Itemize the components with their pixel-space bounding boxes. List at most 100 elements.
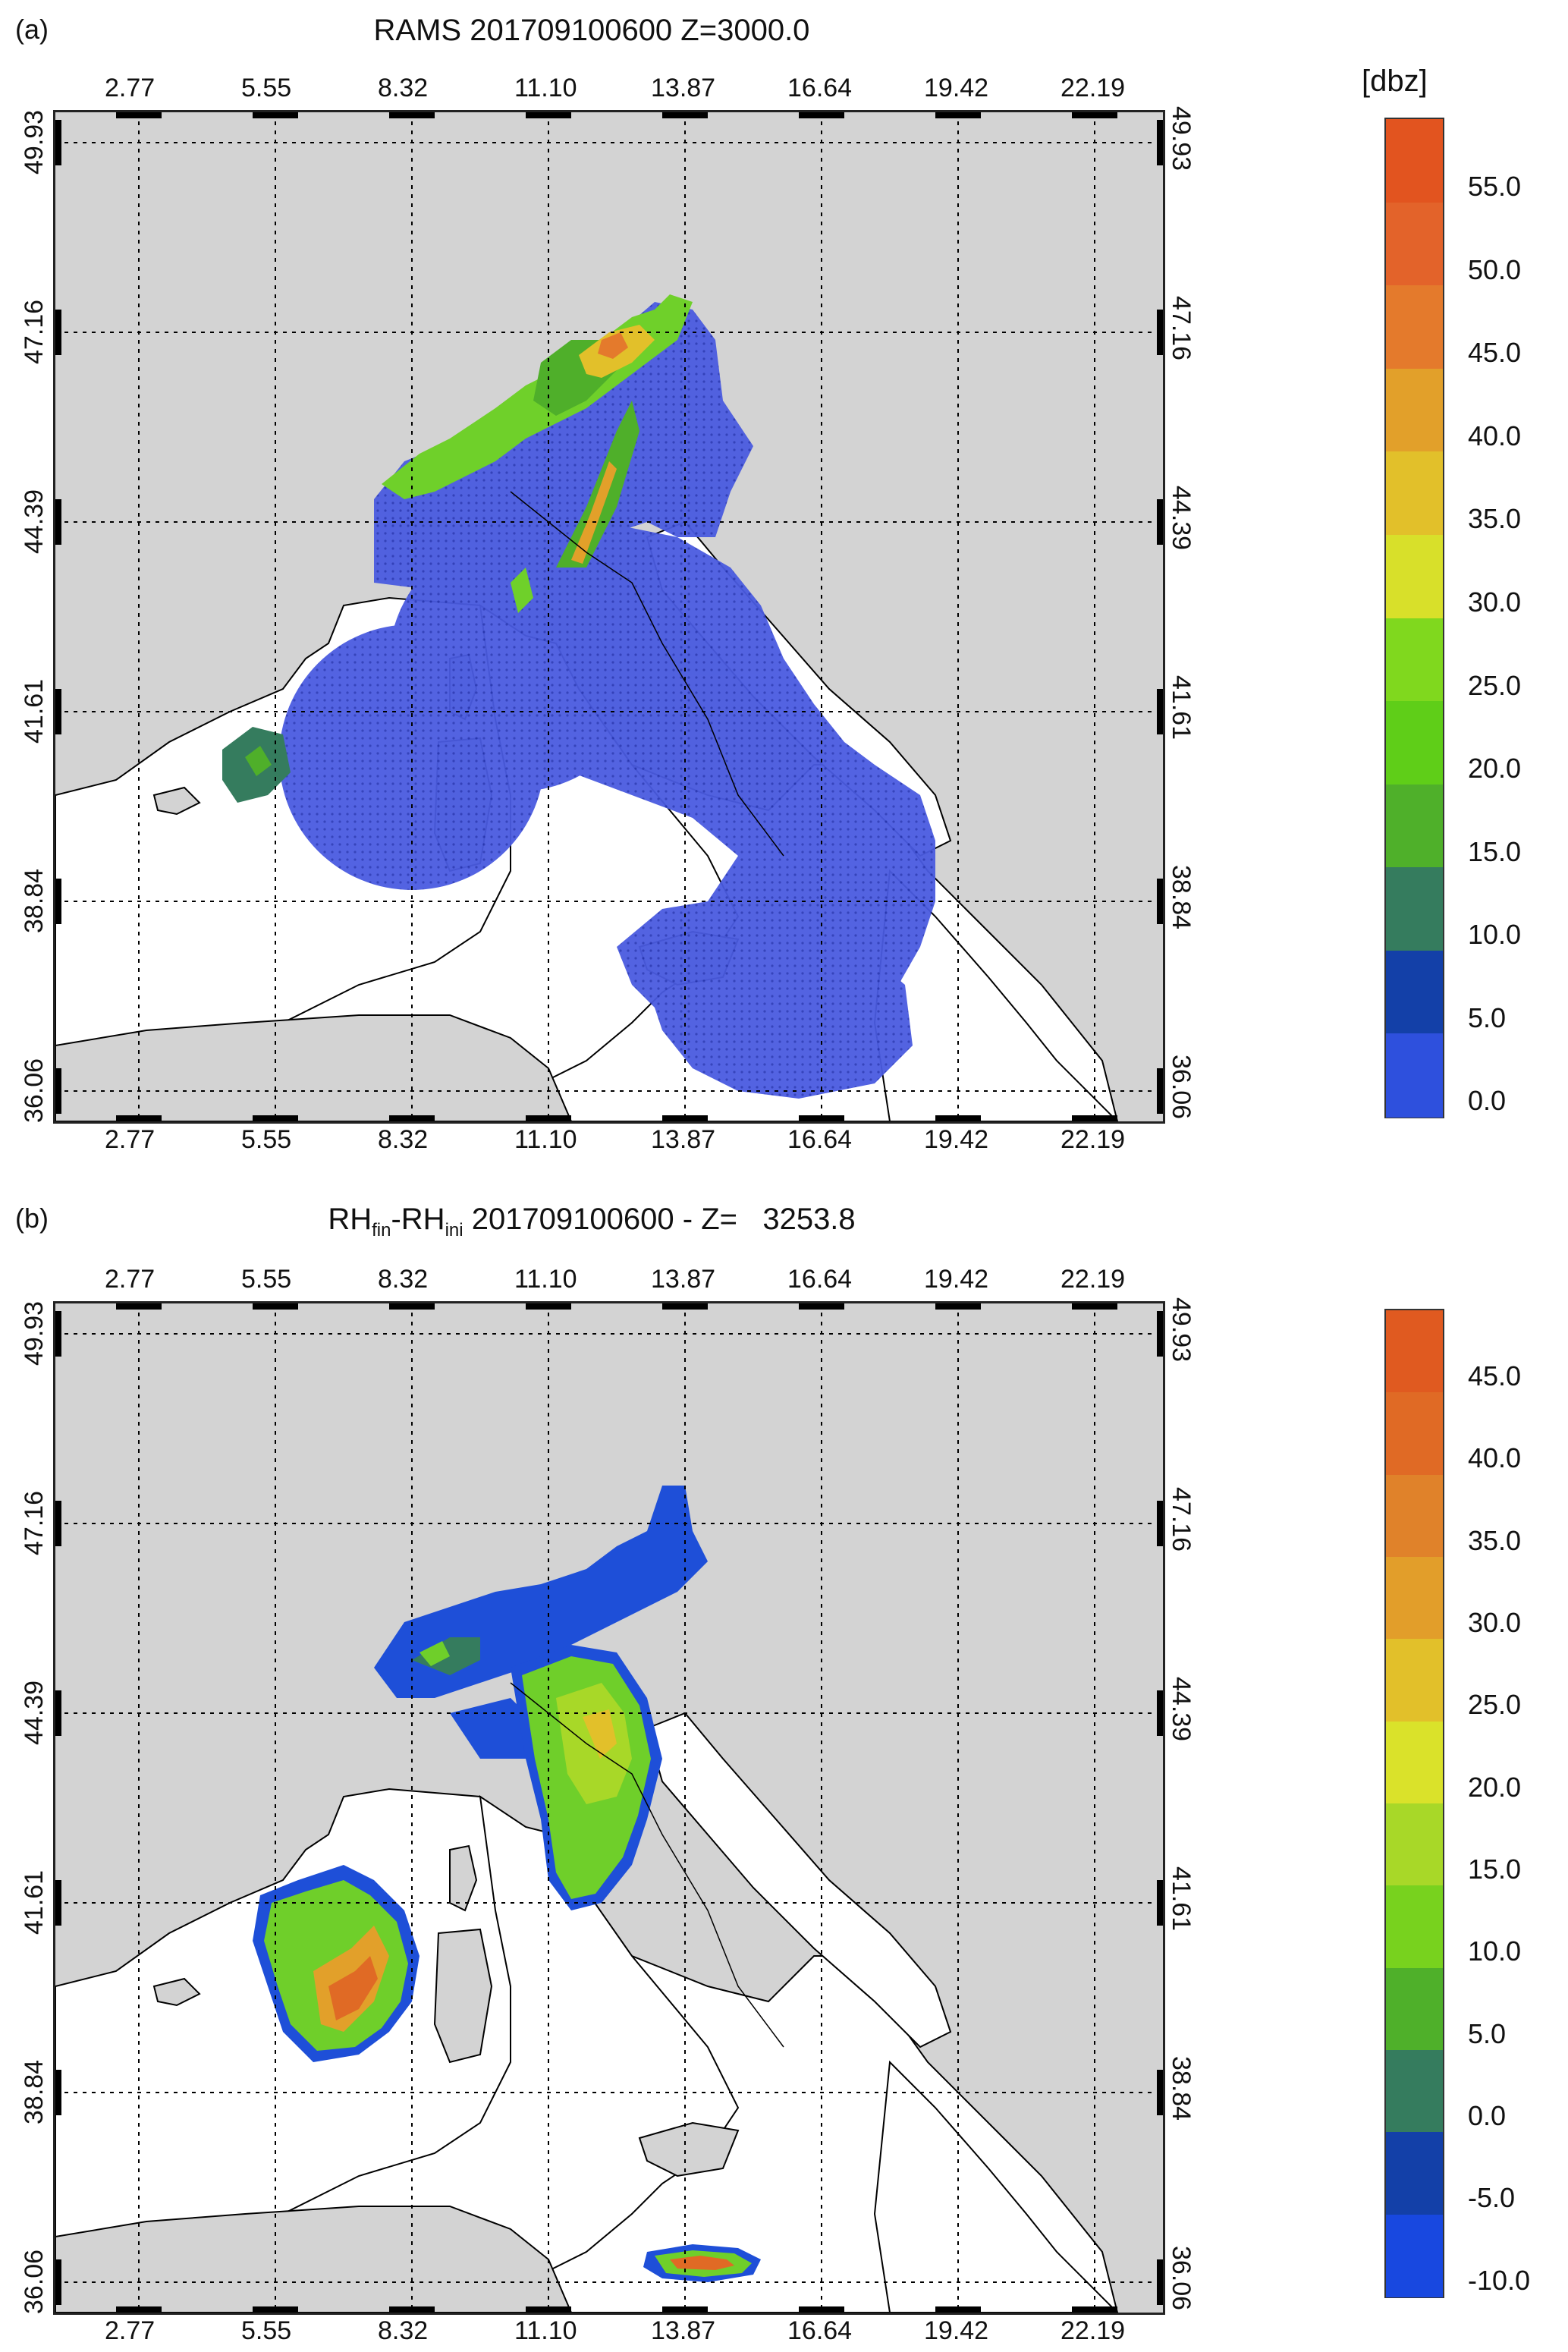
rh-increment-fields bbox=[253, 1486, 761, 2282]
lat-tick-label-right: 38.84 bbox=[1167, 865, 1196, 930]
frame-tick bbox=[935, 1115, 981, 1121]
colorbar-segment bbox=[1386, 119, 1443, 203]
lon-tick-label-top: 8.32 bbox=[378, 74, 429, 102]
frame-tick bbox=[253, 1115, 298, 1121]
frame-tick bbox=[935, 112, 981, 118]
frame-tick bbox=[116, 112, 162, 118]
colorbar-tick-label: 25.0 bbox=[1468, 669, 1522, 701]
panel-b-title-rh2: -RH bbox=[391, 1203, 445, 1236]
panel-a-label: (a) bbox=[15, 14, 49, 45]
colorbar-tick-label: 20.0 bbox=[1468, 753, 1522, 785]
lat-tick-label-left: 38.84 bbox=[20, 868, 49, 933]
africa-coast bbox=[55, 2206, 573, 2313]
lon-tick-label-top: 22.19 bbox=[1061, 1265, 1126, 1294]
frame-tick bbox=[1157, 1690, 1163, 1736]
frame-tick bbox=[55, 120, 61, 165]
sardinia bbox=[433, 1928, 493, 2064]
adriatic-sea bbox=[646, 1712, 952, 2049]
colorbar-tick-label: 35.0 bbox=[1468, 1524, 1522, 1556]
panel-b-title-fin: fin bbox=[372, 1220, 391, 1240]
frame-tick bbox=[55, 2070, 61, 2115]
panel-a-title: RAMS 201709100600 Z=3000.0 bbox=[373, 14, 810, 47]
colorbar-segment bbox=[1386, 784, 1443, 869]
colorbar-tick-label: 30.0 bbox=[1468, 1607, 1522, 1638]
colorbar-tick-label: 15.0 bbox=[1468, 835, 1522, 867]
lon-tick-label-top: 22.19 bbox=[1061, 74, 1126, 102]
frame-tick bbox=[55, 1311, 61, 1357]
lon-tick-label-bottom: 5.55 bbox=[241, 1125, 292, 1154]
colorbar-segment bbox=[1386, 950, 1443, 1035]
lon-tick-label-top: 16.64 bbox=[787, 74, 853, 102]
colorbar-segment bbox=[1386, 2214, 1443, 2297]
colorbar-segment bbox=[1386, 368, 1443, 453]
lat-tick-label-right: 49.93 bbox=[1167, 1297, 1196, 1363]
colorbar-tick-label: 0.0 bbox=[1468, 1085, 1507, 1117]
frame-tick bbox=[116, 1303, 162, 1310]
lon-tick-label-top: 8.32 bbox=[378, 1265, 429, 1294]
lon-tick-label-bottom: 13.87 bbox=[651, 2316, 716, 2345]
frame-tick bbox=[1157, 2259, 1163, 2305]
frame-tick bbox=[935, 1303, 981, 1310]
frame-tick bbox=[389, 1303, 435, 1310]
colorbar-tick-label: 25.0 bbox=[1468, 1689, 1522, 1721]
colorbar-tick-label: 0.0 bbox=[1468, 2100, 1507, 2131]
balearic bbox=[152, 1977, 201, 2007]
lat-tick-label-left: 41.61 bbox=[20, 678, 49, 744]
frame-tick bbox=[389, 112, 435, 118]
lon-tick-label-bottom: 19.42 bbox=[924, 2316, 989, 2345]
lon-tick-label-bottom: 2.77 bbox=[105, 2316, 156, 2345]
lat-tick-label-right: 44.39 bbox=[1167, 1677, 1196, 1742]
lat-tick-label-left: 38.84 bbox=[20, 2059, 49, 2124]
panel-b-graticule bbox=[55, 1303, 1163, 2313]
lat-tick-label-right: 41.61 bbox=[1167, 675, 1196, 741]
reflectivity-cells bbox=[222, 294, 693, 803]
lon-tick-label-top: 13.87 bbox=[651, 1265, 716, 1294]
frame-tick bbox=[662, 1115, 708, 1121]
africa-coast bbox=[55, 1014, 573, 1121]
panel-b-title-ini: ini bbox=[445, 1220, 463, 1240]
frame-tick bbox=[1072, 2306, 1117, 2313]
lat-tick-label-right: 38.84 bbox=[1167, 2056, 1196, 2121]
panel-a-map bbox=[53, 110, 1165, 1124]
lon-tick-label-top: 5.55 bbox=[241, 1265, 292, 1294]
colorbar-segment bbox=[1386, 701, 1443, 785]
lat-tick-label-right: 47.16 bbox=[1167, 1487, 1196, 1552]
frame-tick bbox=[662, 112, 708, 118]
frame-tick bbox=[1157, 1880, 1163, 1926]
colorbar-tick-label: 45.0 bbox=[1468, 337, 1522, 369]
frame-tick bbox=[526, 1115, 571, 1121]
sicily bbox=[638, 2121, 740, 2177]
frame-tick bbox=[799, 112, 844, 118]
frame-tick bbox=[799, 1303, 844, 1310]
lat-tick-label-right: 47.16 bbox=[1167, 296, 1196, 361]
frame-tick bbox=[1072, 1115, 1117, 1121]
lat-tick-label-right: 36.06 bbox=[1167, 2246, 1196, 2311]
frame-tick bbox=[116, 2306, 162, 2313]
lon-tick-label-bottom: 16.64 bbox=[787, 2316, 853, 2345]
frame-tick bbox=[1157, 879, 1163, 924]
panel-b-title: RHfin-RHini 201709100600 - Z= 3253.8 bbox=[0, 1203, 1183, 1241]
frame-tick bbox=[55, 1501, 61, 1546]
colorbar-segment bbox=[1386, 1033, 1443, 1118]
frame-tick bbox=[1157, 310, 1163, 355]
panel-a-colorbar-unit: [dbz] bbox=[1362, 64, 1428, 98]
lon-tick-label-bottom: 22.19 bbox=[1061, 2316, 1126, 2345]
frame-tick bbox=[253, 112, 298, 118]
italy-outline bbox=[510, 491, 784, 857]
lon-tick-label-top: 19.42 bbox=[924, 1265, 989, 1294]
lat-tick-label-right: 36.06 bbox=[1167, 1055, 1196, 1120]
balearic bbox=[152, 786, 201, 816]
lon-tick-label-top: 5.55 bbox=[241, 74, 292, 102]
colorbar-segment bbox=[1386, 1721, 1443, 1804]
panel-b-map bbox=[53, 1301, 1165, 2315]
corsica bbox=[449, 1844, 478, 1912]
colorbar-segment bbox=[1386, 1639, 1443, 1722]
frame-tick bbox=[55, 1690, 61, 1736]
lat-tick-label-left: 49.93 bbox=[20, 1300, 49, 1366]
panel-b-colorbar bbox=[1384, 1309, 1444, 2298]
lon-tick-label-bottom: 13.87 bbox=[651, 1125, 716, 1154]
frame-tick bbox=[55, 310, 61, 355]
lat-tick-label-left: 47.16 bbox=[20, 299, 49, 364]
lat-tick-label-left: 49.93 bbox=[20, 109, 49, 175]
colorbar-tick-label: 10.0 bbox=[1468, 919, 1522, 951]
